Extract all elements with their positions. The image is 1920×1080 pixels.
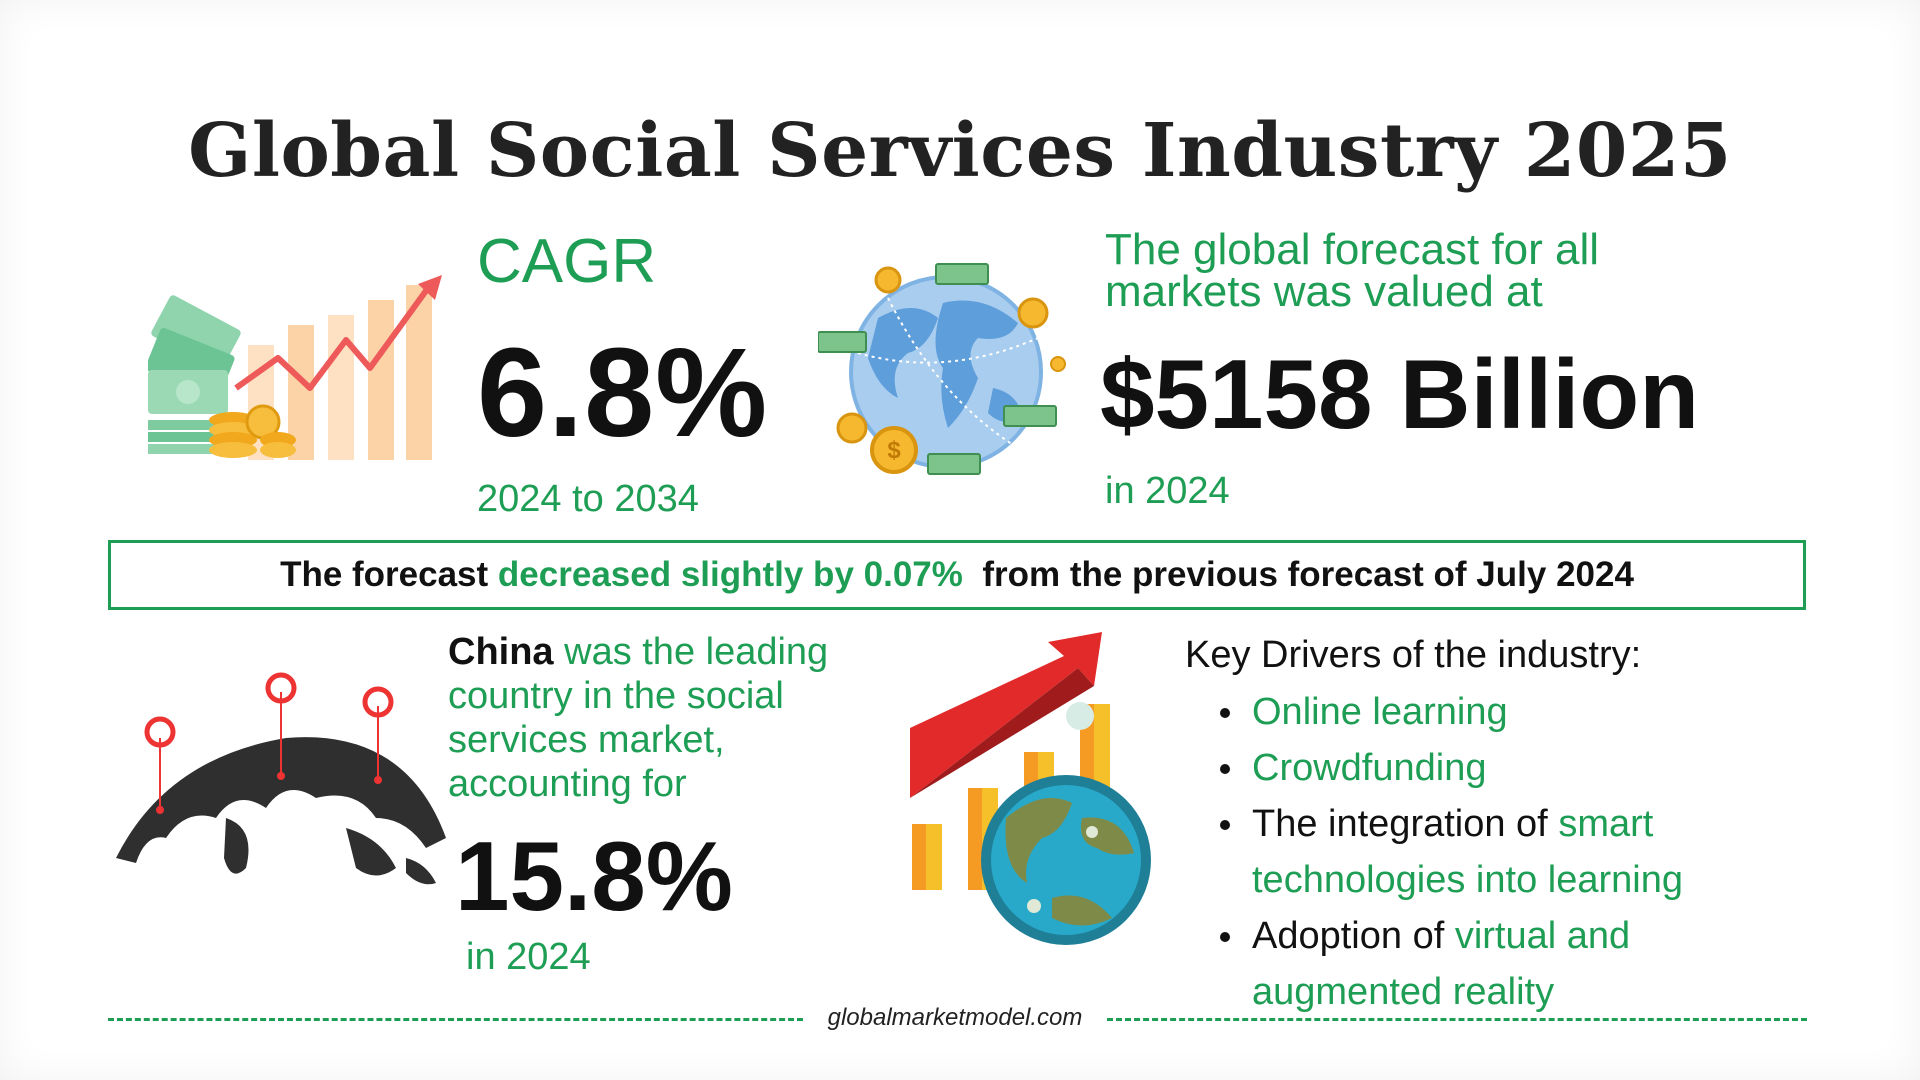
driver-prefix: Adoption of: [1252, 915, 1455, 957]
banner-text-end: from the previous forecast of July 2024: [962, 555, 1634, 594]
cagr-range: 2024 to 2034: [477, 478, 699, 520]
cagr-label: CAGR: [477, 227, 657, 296]
forecast-text-line-2: markets was valued at: [1105, 267, 1543, 316]
driver-text: smart: [1558, 803, 1654, 845]
footer-website: globalmarketmodel.com: [827, 1004, 1083, 1031]
leading-country-text: China was the leading country in the soc…: [448, 630, 878, 806]
banner-text-start: The forecast: [280, 555, 498, 594]
driver-prefix: The integration of: [1252, 803, 1559, 845]
list-item: The integration of smart technologies int…: [1220, 796, 1683, 908]
page-title: Global Social Services Industry 2025: [188, 108, 1732, 194]
key-drivers-list: Online learning Crowdfunding The integra…: [1220, 684, 1683, 1020]
forecast-text-line-1: The global forecast for all: [1105, 225, 1600, 274]
list-item: Crowdfunding: [1220, 740, 1683, 796]
money-growth-chart-icon: [148, 275, 442, 460]
list-item: Adoption of virtual and augmented reality: [1220, 908, 1683, 1020]
cagr-value: 6.8%: [477, 322, 769, 463]
footer-divider-right: [1107, 1018, 1807, 1021]
forecast-year: in 2024: [1105, 470, 1230, 512]
forecast-change-banner: The forecast decreased slightly by 0.07%…: [108, 540, 1806, 610]
forecast-value: $5158 Billion: [1100, 339, 1700, 449]
driver-text: Crowdfunding: [1252, 747, 1487, 789]
key-drivers-title: Key Drivers of the industry:: [1185, 634, 1642, 676]
leading-country-description: was the leading country in the social se…: [448, 631, 829, 805]
svg-text:$: $: [887, 437, 901, 464]
driver-continuation: technologies into learning: [1252, 859, 1683, 901]
leading-country-share: 15.8%: [455, 821, 733, 931]
leading-country-year: in 2024: [466, 936, 591, 978]
driver-text: Online learning: [1252, 691, 1508, 733]
globe-growth-chart-icon: [910, 632, 1151, 945]
driver-continuation: augmented reality: [1252, 971, 1555, 1013]
globe-money-icon: $: [818, 263, 1066, 475]
driver-text: virtual and: [1454, 915, 1631, 957]
list-item: Online learning: [1220, 684, 1683, 740]
banner-highlight: decreased slightly by 0.07%: [497, 555, 963, 594]
footer-divider-left: [108, 1018, 803, 1021]
world-map-pins-icon: [116, 672, 446, 885]
leading-country-name: China: [448, 631, 554, 673]
